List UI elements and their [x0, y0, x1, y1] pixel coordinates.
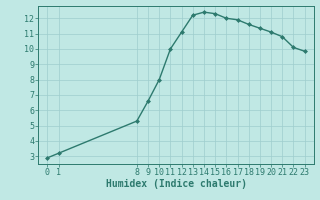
X-axis label: Humidex (Indice chaleur): Humidex (Indice chaleur) [106, 179, 246, 189]
